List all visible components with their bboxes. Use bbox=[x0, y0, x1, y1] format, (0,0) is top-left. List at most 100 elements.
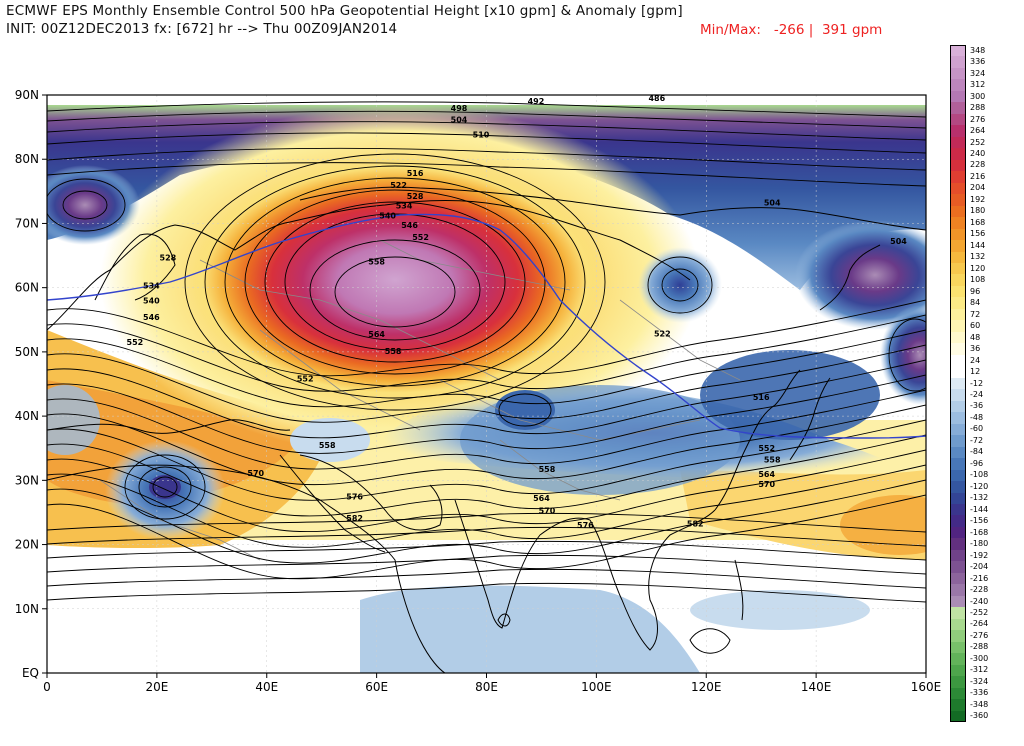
china-coast bbox=[714, 369, 801, 511]
colorbar-swatch bbox=[950, 549, 966, 562]
closed-low-contour bbox=[647, 256, 713, 314]
lat-tick-label: 90N bbox=[15, 88, 39, 102]
arabia-coast bbox=[299, 454, 443, 531]
contour-label: 546 bbox=[401, 221, 418, 230]
colorbar-label: 204 bbox=[970, 183, 986, 193]
kamchatka bbox=[819, 244, 881, 311]
subtropical-contour bbox=[47, 512, 926, 533]
colorbar-swatch bbox=[950, 159, 966, 172]
colorbar-label: -48 bbox=[970, 412, 984, 422]
lat-tick-label: 20N bbox=[15, 538, 39, 552]
midlat-contour bbox=[47, 299, 926, 377]
colorbar-label: -144 bbox=[970, 504, 989, 514]
colorbar-label: 348 bbox=[970, 45, 986, 55]
closed-low-contour bbox=[138, 466, 192, 508]
lon-tick-label: 60E bbox=[365, 680, 388, 694]
lat-tick-label: EQ bbox=[22, 666, 39, 680]
lat-tick-label: 10N bbox=[15, 602, 39, 616]
ridge-contour bbox=[224, 177, 566, 387]
siberia-north-coast bbox=[299, 186, 926, 231]
lat-tick-label: 30N bbox=[15, 473, 39, 487]
colorbar-label: 264 bbox=[970, 126, 986, 136]
colorbar-swatch bbox=[950, 503, 966, 516]
colorbar-swatch bbox=[950, 90, 966, 103]
contour-label: 552 bbox=[412, 233, 429, 242]
colorbar-swatch bbox=[950, 526, 966, 539]
colorbar-frame bbox=[950, 45, 966, 722]
colorbar-label: -96 bbox=[970, 458, 984, 468]
colorbar-label: -216 bbox=[970, 573, 989, 583]
contour-label: 564 bbox=[758, 470, 775, 479]
plot-area: 4864924985045105165225285345405465525585… bbox=[15, 88, 942, 694]
colorbar-label: -312 bbox=[970, 665, 989, 675]
colorbar-swatch bbox=[950, 584, 966, 597]
polar-contour bbox=[47, 132, 926, 154]
contour-label: 582 bbox=[346, 514, 363, 523]
midlat-contour bbox=[47, 314, 926, 392]
colorbar-label: -348 bbox=[970, 699, 989, 709]
contour-label: 528 bbox=[160, 254, 177, 263]
japan-negative bbox=[700, 350, 880, 440]
height-contours bbox=[47, 101, 926, 603]
contour-label: 552 bbox=[758, 444, 775, 453]
border-a bbox=[199, 259, 501, 381]
midlat-contour bbox=[47, 464, 926, 548]
colorbar-swatch bbox=[950, 653, 966, 666]
midlat-contour bbox=[47, 419, 926, 501]
colorbar-swatch bbox=[950, 515, 966, 528]
colorbar-swatch bbox=[950, 492, 966, 505]
lon-tick-label: 140E bbox=[801, 680, 832, 694]
minmax-separator: | bbox=[808, 22, 814, 38]
colorbar-swatch bbox=[950, 343, 966, 356]
colorbar-label: -168 bbox=[970, 527, 989, 537]
ridge-contour bbox=[244, 189, 546, 375]
ural-high-core bbox=[190, 160, 600, 400]
lon-tick-label: 40E bbox=[255, 680, 278, 694]
colorbar-label: -300 bbox=[970, 653, 989, 663]
colorbar-swatch bbox=[950, 423, 966, 436]
contour-label: 528 bbox=[407, 192, 424, 201]
colorbar-label: -204 bbox=[970, 562, 989, 572]
lon-tick-label: 80E bbox=[475, 680, 498, 694]
polar-contour bbox=[47, 101, 926, 118]
colorbar-swatch bbox=[950, 194, 966, 207]
borneo bbox=[689, 628, 731, 654]
contour-label: 552 bbox=[127, 338, 144, 347]
closed-low-contour bbox=[152, 476, 178, 498]
colorbar-swatch bbox=[950, 125, 966, 138]
ridge-contour bbox=[309, 239, 481, 341]
colorbar-swatch bbox=[950, 630, 966, 643]
colorbar-swatch bbox=[950, 148, 966, 161]
colorbar-label: -132 bbox=[970, 493, 989, 503]
polar-contour bbox=[47, 162, 926, 187]
colorbar-label: 156 bbox=[970, 229, 986, 239]
colorbar-swatch bbox=[950, 102, 966, 115]
colorbar-swatch bbox=[950, 664, 966, 677]
colorbar-label: 216 bbox=[970, 171, 986, 181]
max-value: 391 gpm bbox=[821, 22, 883, 38]
ridge-contour bbox=[204, 165, 586, 399]
colorbar-swatch bbox=[950, 217, 966, 230]
subtropical-contour bbox=[47, 540, 926, 561]
border-b bbox=[259, 329, 421, 431]
colorbar-label: 12 bbox=[970, 367, 981, 377]
border-d bbox=[499, 439, 621, 501]
colorbar-swatch bbox=[950, 285, 966, 298]
colorbar-label: -60 bbox=[970, 424, 984, 434]
contour-label: 558 bbox=[764, 455, 781, 464]
colorbar-label: 192 bbox=[970, 194, 986, 204]
colorbar-swatch bbox=[950, 354, 966, 367]
colorbar-swatch bbox=[950, 699, 966, 712]
europe-coast bbox=[47, 199, 691, 331]
colorbar-swatch bbox=[950, 308, 966, 321]
lon-tick-label: 20E bbox=[145, 680, 168, 694]
contour-label: 546 bbox=[143, 313, 160, 322]
colorbar-label: 132 bbox=[970, 252, 986, 262]
colorbar-swatch bbox=[950, 400, 966, 413]
colorbar-label: -36 bbox=[970, 401, 984, 411]
colorbar-label: -228 bbox=[970, 585, 989, 595]
colorbar-label: 252 bbox=[970, 137, 986, 147]
colorbar-label: -156 bbox=[970, 516, 989, 526]
contour-labels: 4864924985045105165225285345405465525585… bbox=[127, 94, 908, 530]
contour-label: 516 bbox=[753, 393, 770, 402]
